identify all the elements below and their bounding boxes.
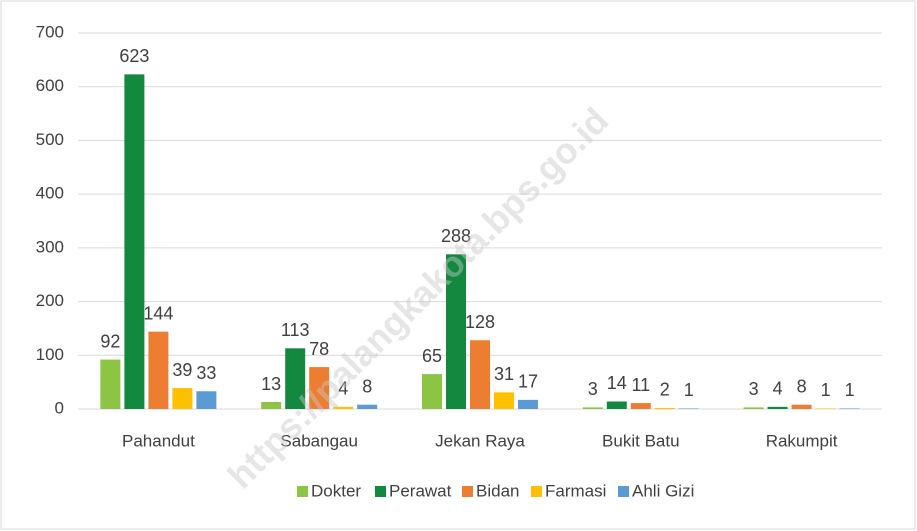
data-label: 78 — [309, 339, 329, 359]
data-label: 39 — [172, 360, 192, 380]
bar — [422, 374, 442, 409]
y-tick-label: 700 — [36, 22, 64, 41]
data-label: 4 — [773, 379, 783, 399]
x-tick-label: Jekan Raya — [435, 431, 525, 450]
legend-swatch — [297, 486, 308, 497]
bar — [124, 74, 145, 410]
data-label: 113 — [281, 320, 310, 340]
legend-swatch — [462, 486, 473, 497]
bar — [470, 340, 490, 409]
bar — [494, 392, 514, 409]
data-label: 288 — [441, 226, 471, 246]
legend-swatch — [375, 486, 386, 497]
bar — [839, 408, 860, 409]
bar — [446, 254, 466, 409]
bar — [333, 406, 354, 409]
data-label: 1 — [821, 380, 831, 400]
legend-swatch — [531, 486, 542, 497]
bar — [100, 359, 121, 409]
data-label: 1 — [684, 380, 694, 400]
legend-label: Dokter — [311, 481, 361, 500]
x-tick-label: Pahandut — [122, 431, 195, 450]
legend-label: Farmasi — [545, 481, 606, 500]
legend-label: Perawat — [389, 481, 452, 500]
bar — [654, 407, 675, 409]
bar — [357, 404, 378, 409]
data-label: 13 — [261, 374, 281, 394]
bar — [518, 399, 538, 409]
data-label: 8 — [362, 376, 372, 396]
x-tick-label: Bukit Batu — [602, 431, 680, 450]
y-tick-label: 500 — [36, 130, 64, 149]
bar — [582, 407, 603, 409]
bar — [791, 404, 812, 409]
bar — [743, 407, 764, 409]
data-label: 31 — [494, 364, 514, 384]
data-label: 11 — [631, 375, 650, 395]
y-tick-label: 600 — [36, 76, 64, 95]
y-tick-label: 100 — [36, 345, 64, 364]
y-tick-label: 200 — [36, 291, 64, 310]
data-label: 1 — [845, 380, 855, 400]
data-label: 65 — [422, 346, 442, 366]
data-label: 8 — [797, 376, 807, 396]
data-label: 17 — [518, 372, 538, 392]
bar — [261, 402, 282, 409]
legend-label: Bidan — [476, 481, 519, 500]
legend-label: Ahli Gizi — [632, 481, 694, 500]
bar — [172, 388, 193, 409]
data-label: 623 — [119, 46, 149, 66]
bar — [767, 406, 788, 409]
y-tick-label: 0 — [55, 398, 64, 417]
data-label: 3 — [749, 379, 759, 399]
bar — [630, 403, 651, 409]
bar — [815, 408, 836, 409]
y-tick-label: 400 — [36, 184, 64, 203]
data-label: 33 — [196, 363, 216, 383]
data-label: 128 — [465, 312, 495, 332]
bar — [309, 367, 330, 409]
data-label: 4 — [338, 379, 348, 399]
bar — [606, 401, 627, 409]
data-label: 92 — [100, 331, 120, 351]
x-tick-label: Sabangau — [280, 431, 358, 450]
legend-swatch — [618, 486, 629, 497]
bar — [196, 391, 217, 409]
x-tick-label: Rakumpit — [766, 431, 838, 450]
bar — [148, 331, 169, 409]
data-label: 2 — [660, 380, 670, 400]
data-label: 144 — [143, 303, 173, 323]
bar — [678, 408, 699, 409]
data-label: 14 — [607, 373, 627, 393]
bar — [285, 348, 306, 409]
y-tick-label: 300 — [36, 237, 64, 256]
data-label: 3 — [588, 379, 598, 399]
